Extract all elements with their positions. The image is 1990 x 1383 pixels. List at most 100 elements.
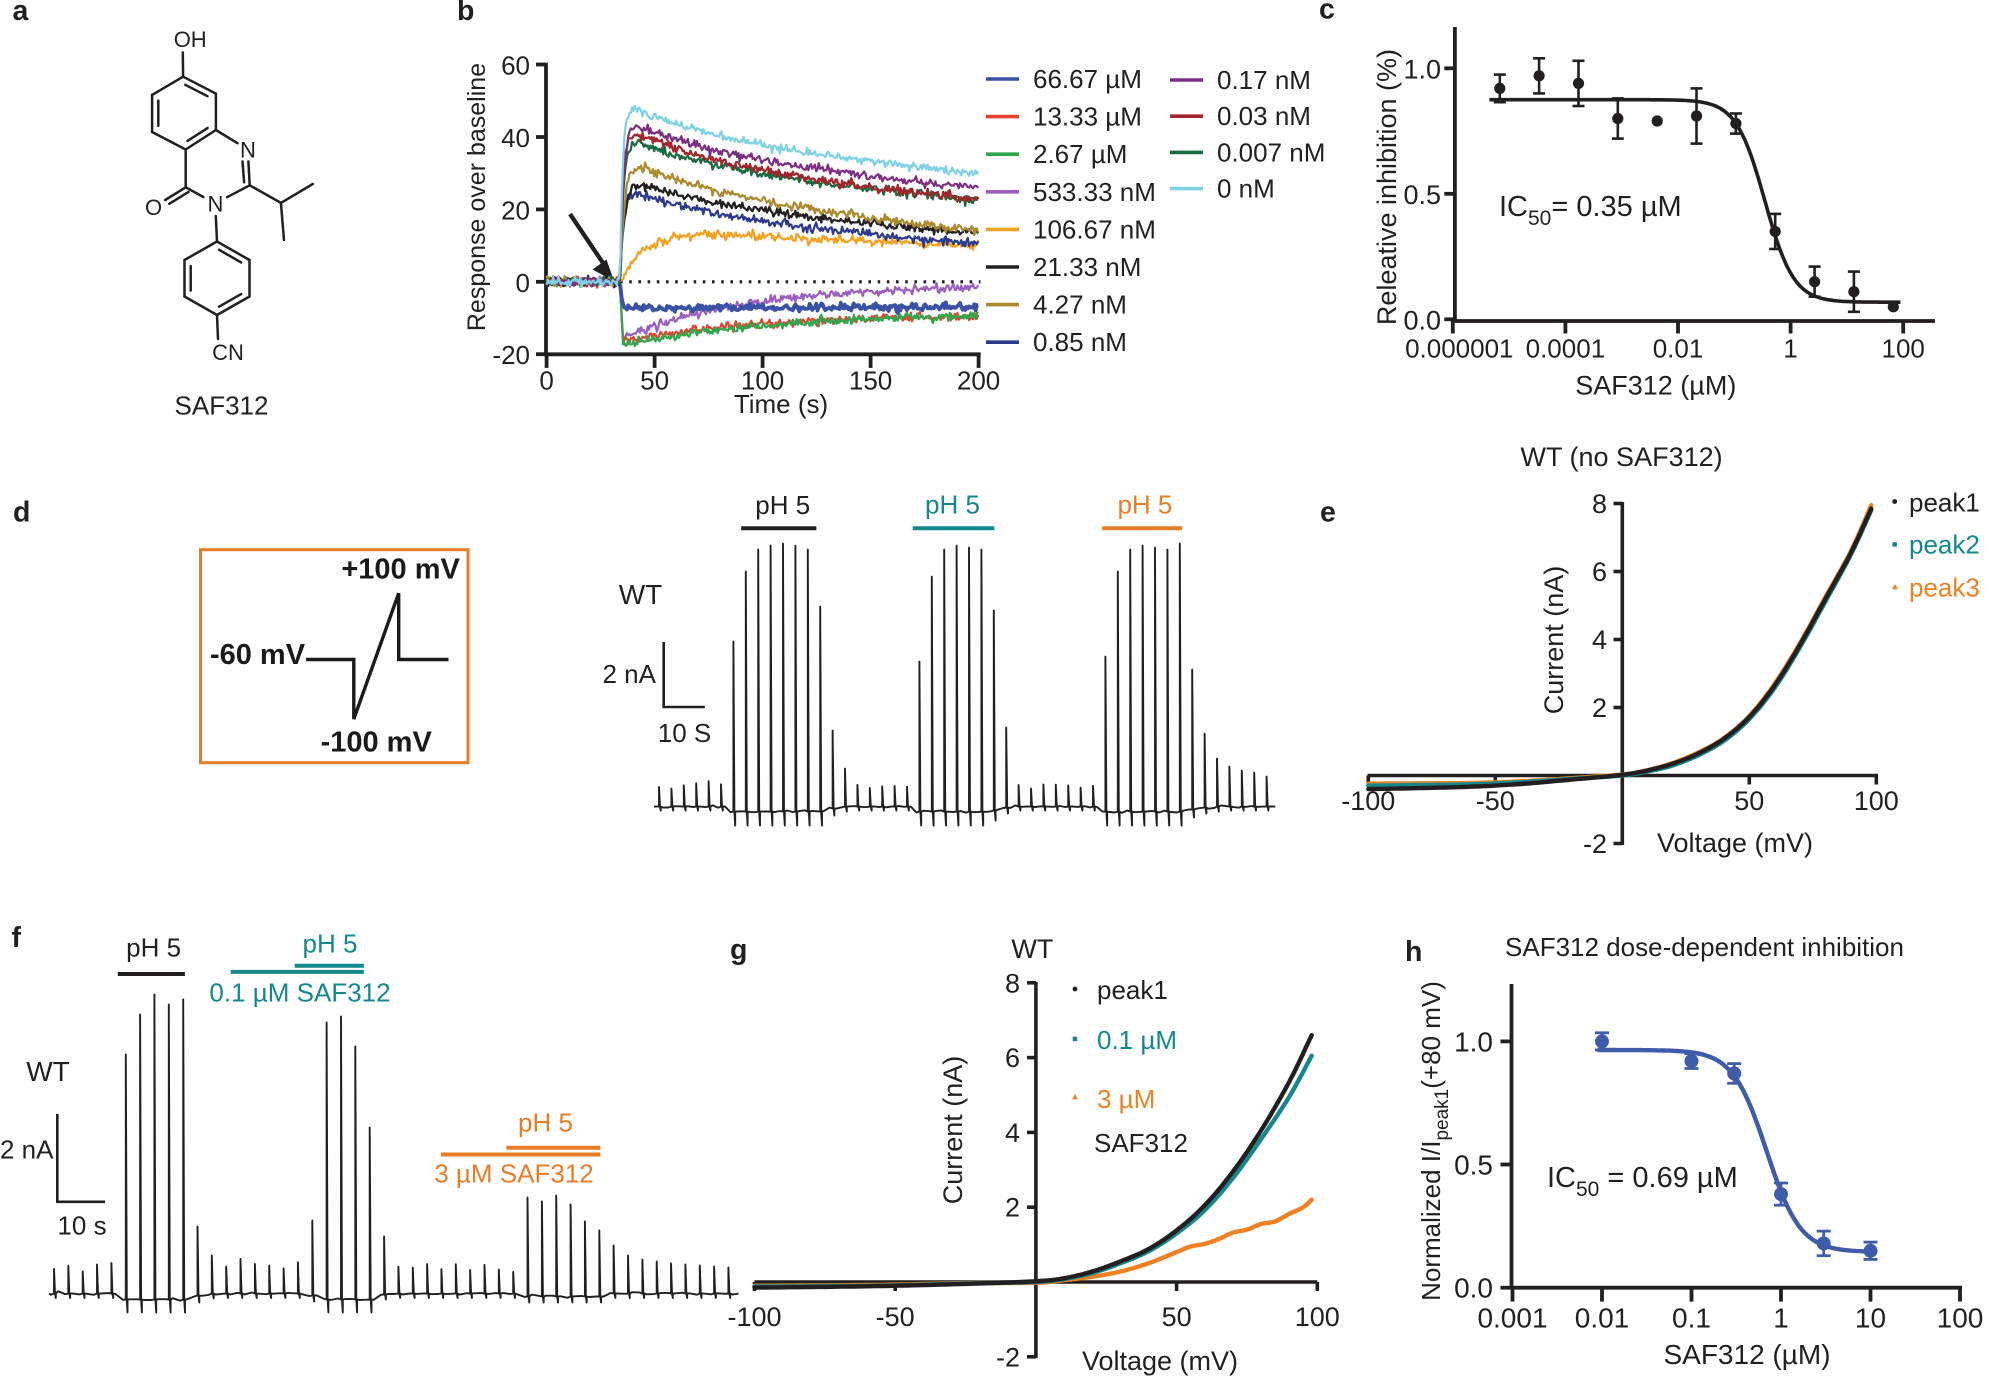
svg-text:2: 2 (1005, 1193, 1020, 1223)
svg-text:-50: -50 (876, 1302, 915, 1332)
svg-text:peak1: peak1 (1909, 488, 1980, 518)
svg-text:OH: OH (174, 27, 207, 52)
svg-text:100: 100 (1295, 1302, 1340, 1332)
svg-text:N: N (240, 138, 256, 163)
svg-text:4: 4 (1005, 1118, 1020, 1148)
svg-text:WT: WT (26, 1056, 70, 1087)
svg-text:CN: CN (212, 340, 244, 365)
svg-text:100: 100 (1937, 1303, 1984, 1334)
svg-text:10 S: 10 S (658, 718, 712, 748)
svg-text:0 nM: 0 nM (1217, 174, 1275, 204)
svg-text:0.01: 0.01 (1575, 1303, 1630, 1334)
svg-text:533.33 nM: 533.33 nM (1033, 177, 1156, 207)
svg-text:WT: WT (1011, 934, 1053, 964)
svg-text:peak2: peak2 (1909, 530, 1980, 560)
svg-text:50: 50 (640, 366, 669, 396)
svg-text:0.85 nM: 0.85 nM (1033, 327, 1127, 357)
svg-text:-20: -20 (492, 340, 530, 370)
svg-text:-2: -2 (996, 1342, 1020, 1372)
svg-text:0.1: 0.1 (1672, 1303, 1711, 1334)
svg-text:66.67 µM: 66.67 µM (1033, 64, 1142, 94)
svg-text:0.5: 0.5 (1454, 1150, 1493, 1181)
svg-text:O: O (145, 195, 162, 220)
svg-text:1.0: 1.0 (1403, 54, 1441, 84)
svg-text:0.0001: 0.0001 (1526, 333, 1606, 363)
svg-text:0.0: 0.0 (1454, 1273, 1493, 1304)
svg-text:100: 100 (1854, 786, 1899, 816)
svg-text:13.33 µM: 13.33 µM (1033, 102, 1142, 132)
svg-text:SAF312 (µM): SAF312 (µM) (1575, 371, 1736, 401)
svg-text:pH 5: pH 5 (126, 933, 181, 963)
svg-text:d: d (13, 497, 30, 529)
svg-text:pH 5: pH 5 (755, 490, 810, 520)
svg-text:50: 50 (1734, 786, 1764, 816)
svg-text:0: 0 (516, 268, 530, 298)
svg-text:1: 1 (1783, 333, 1797, 363)
svg-text:4.27 nM: 4.27 nM (1033, 290, 1127, 320)
svg-text:50: 50 (1162, 1302, 1192, 1332)
svg-text:8: 8 (1005, 968, 1020, 998)
svg-text:b: b (457, 0, 474, 27)
svg-text:+100 mV: +100 mV (341, 554, 460, 586)
svg-text:0.000001: 0.000001 (1405, 333, 1513, 363)
svg-text:-50: -50 (1476, 786, 1515, 816)
svg-text:0.17 nM: 0.17 nM (1217, 65, 1311, 95)
svg-text:0.0: 0.0 (1403, 305, 1441, 335)
svg-text:Releative inhibition (%): Releative inhibition (%) (1372, 49, 1402, 325)
svg-text:150: 150 (849, 366, 892, 396)
svg-text:0: 0 (539, 366, 553, 396)
svg-text:-2: -2 (1583, 829, 1607, 859)
svg-text:peak1: peak1 (1097, 975, 1168, 1005)
svg-text:N: N (208, 192, 224, 217)
svg-text:20: 20 (501, 195, 530, 225)
svg-text:0.007 nM: 0.007 nM (1217, 137, 1325, 167)
svg-text:2 nA: 2 nA (0, 1135, 54, 1165)
svg-text:h: h (1405, 936, 1422, 968)
svg-text:1: 1 (1773, 1303, 1789, 1334)
svg-text:Time (s): Time (s) (734, 389, 828, 419)
svg-text:Response over baseline: Response over baseline (463, 63, 491, 331)
svg-text:2: 2 (1592, 693, 1607, 723)
svg-text:Normalized I/Ipeak1(+80 mV): Normalized I/Ipeak1(+80 mV) (1416, 981, 1453, 1301)
svg-text:WT: WT (619, 579, 663, 610)
svg-text:pH 5: pH 5 (303, 929, 358, 959)
svg-text:pH 5: pH 5 (518, 1108, 573, 1138)
svg-text:Voltage (mV): Voltage (mV) (1657, 828, 1813, 858)
svg-text:100: 100 (741, 366, 784, 396)
svg-text:2.67 µM: 2.67 µM (1033, 139, 1127, 169)
svg-text:106.67 nM: 106.67 nM (1033, 214, 1156, 244)
svg-text:pH 5: pH 5 (925, 490, 980, 520)
svg-text:IC50 = 0.69 µM: IC50 = 0.69 µM (1547, 1162, 1738, 1201)
svg-text:10 s: 10 s (57, 1211, 106, 1241)
svg-text:0.1 µM: 0.1 µM (1097, 1025, 1177, 1055)
svg-text:pH 5: pH 5 (1117, 490, 1172, 520)
svg-text:0.03 nM: 0.03 nM (1217, 101, 1311, 131)
svg-text:0.1 µM SAF312: 0.1 µM SAF312 (209, 978, 390, 1008)
svg-text:SAF312 dose-dependent inhibiti: SAF312 dose-dependent inhibition (1505, 932, 1904, 962)
svg-text:a: a (13, 0, 30, 27)
svg-text:60: 60 (501, 51, 530, 81)
svg-text:e: e (1320, 497, 1336, 529)
svg-text:6: 6 (1592, 557, 1607, 587)
svg-text:-60 mV: -60 mV (210, 639, 306, 671)
svg-text:0.5: 0.5 (1403, 180, 1441, 210)
svg-text:c: c (1319, 0, 1335, 26)
svg-text:WT (no SAF312): WT (no SAF312) (1521, 442, 1723, 472)
svg-text:8: 8 (1592, 489, 1607, 519)
svg-text:SAF312 (µM): SAF312 (µM) (1663, 1339, 1830, 1370)
svg-text:SAF312: SAF312 (1094, 1128, 1188, 1158)
svg-text:f: f (12, 922, 22, 954)
svg-text:Current (nA): Current (nA) (1539, 566, 1569, 715)
svg-text:100: 100 (1882, 333, 1925, 363)
svg-text:0.01: 0.01 (1653, 333, 1704, 363)
svg-text:1.0: 1.0 (1454, 1026, 1493, 1057)
svg-text:3 µM: 3 µM (1097, 1084, 1155, 1114)
svg-text:SAF312: SAF312 (175, 391, 269, 421)
svg-text:21.33 nM: 21.33 nM (1033, 252, 1141, 282)
svg-text:g: g (730, 934, 747, 966)
svg-text:Voltage (mV): Voltage (mV) (1082, 1346, 1238, 1376)
svg-text:200: 200 (957, 366, 1000, 396)
svg-text:peak3: peak3 (1909, 573, 1980, 603)
svg-text:0.001: 0.001 (1477, 1303, 1547, 1334)
svg-text:2 nA: 2 nA (603, 659, 657, 689)
